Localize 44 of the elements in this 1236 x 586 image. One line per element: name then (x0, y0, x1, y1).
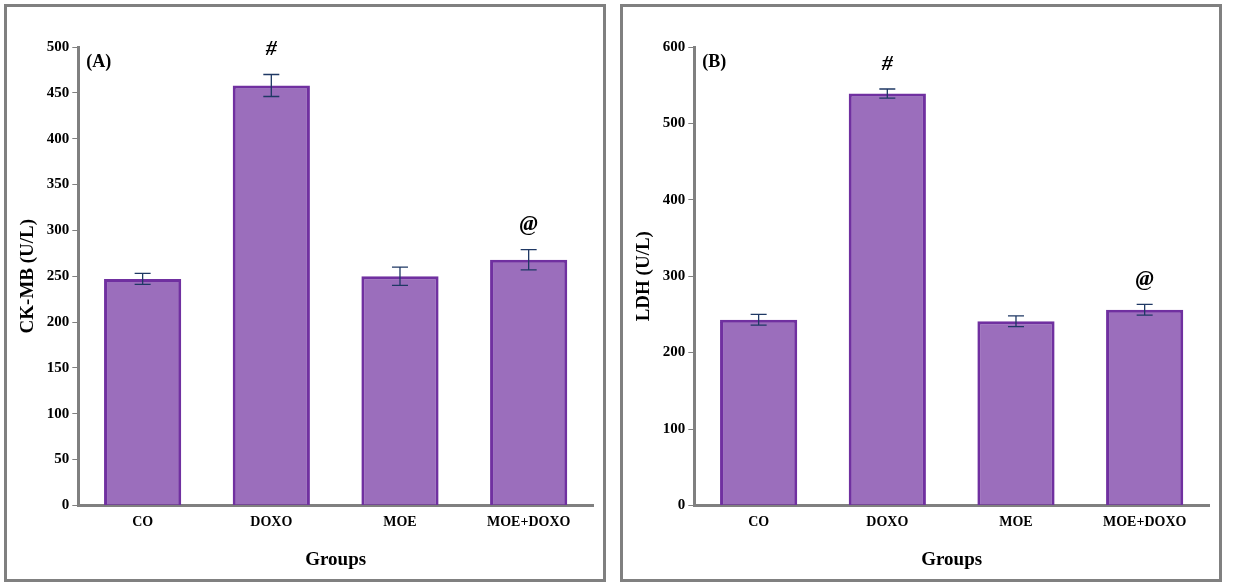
bar (104, 278, 182, 505)
y-tick-label: 500 (662, 114, 686, 131)
chart-title: (A) (86, 50, 112, 72)
y-tick-label: 300 (662, 267, 686, 284)
annotation: # (880, 49, 894, 75)
y-tick-label: 200 (46, 312, 70, 329)
y-tick-label: 0 (61, 496, 70, 513)
y-tick-label: 300 (46, 221, 70, 238)
bar (361, 276, 439, 505)
y-tick-label: 50 (54, 450, 70, 467)
y-tick-label: 0 (677, 496, 686, 513)
x-tick-label: DOXO (866, 514, 909, 530)
y-tick-label: 200 (662, 343, 686, 360)
y-tick-label: 400 (662, 190, 686, 207)
bar (1106, 309, 1184, 505)
y-tick-label: 600 (662, 37, 686, 54)
annotation: @ (1135, 265, 1154, 291)
x-tick-label: DOXO (250, 514, 293, 530)
annotation: # (264, 35, 278, 61)
x-tick-label: MOE+DOXO (486, 514, 571, 530)
x-tick-label: MOE (383, 514, 417, 530)
bar (490, 259, 568, 505)
x-tick-label: CO (132, 514, 154, 530)
bar (848, 93, 926, 505)
x-axis-title: Groups (921, 547, 983, 569)
y-tick-label: 250 (46, 267, 70, 284)
y-tick-label: 400 (46, 129, 70, 146)
x-tick-label: CO (748, 514, 770, 530)
x-tick-label: MOE+DOXO (1102, 514, 1187, 530)
y-tick-label: 350 (46, 175, 70, 192)
y-tick-label: 450 (46, 83, 70, 100)
bar (232, 85, 310, 505)
bar (720, 319, 798, 505)
y-tick-label: 100 (46, 404, 70, 421)
y-tick-label: 500 (46, 37, 70, 54)
y-axis-title: CK-MB (U/L) (16, 218, 39, 334)
bar (977, 321, 1055, 505)
annotation: @ (519, 210, 538, 236)
y-tick-label: 150 (46, 358, 70, 375)
x-tick-label: MOE (999, 514, 1033, 530)
x-axis-title: Groups (305, 547, 367, 569)
y-tick-label: 100 (662, 419, 686, 436)
y-axis-title: LDH (U/L) (632, 231, 655, 322)
chart-title: (B) (702, 50, 727, 72)
